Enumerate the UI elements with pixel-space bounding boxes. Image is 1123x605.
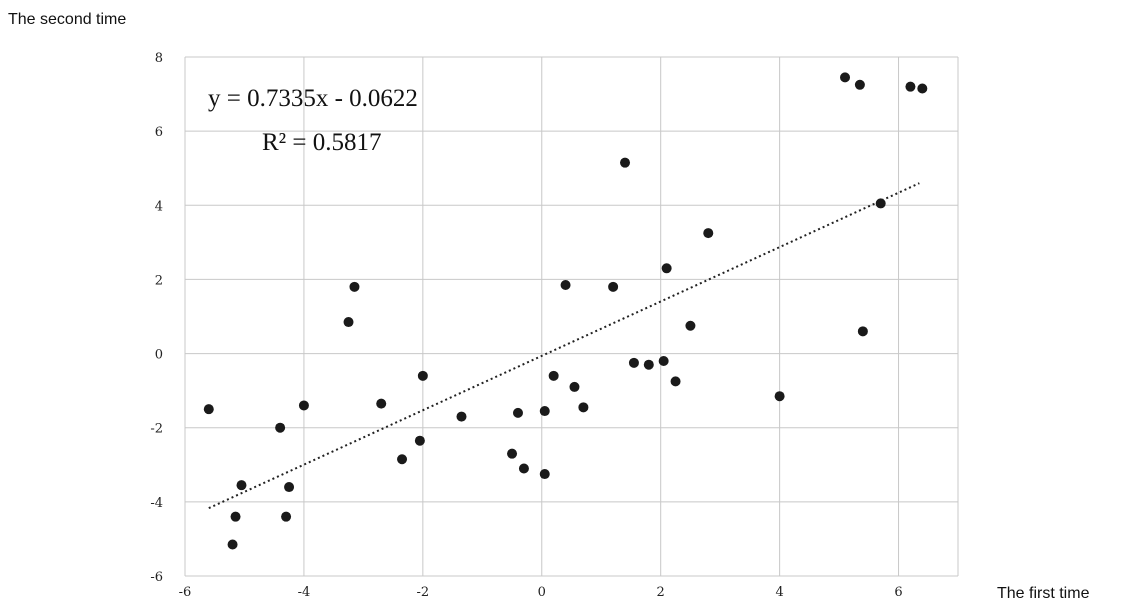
- y-tick-label: 4: [155, 199, 163, 214]
- r-squared-label: R² = 0.5817: [262, 129, 382, 156]
- data-point: [854, 79, 865, 90]
- points-layer: [203, 72, 928, 550]
- y-tick-label: 0: [155, 348, 163, 363]
- y-tick-label: -4: [150, 496, 163, 511]
- data-point: [703, 228, 714, 239]
- data-point: [917, 83, 928, 94]
- data-point: [203, 404, 214, 415]
- trendline: [208, 182, 920, 510]
- x-axis-title: The first time: [997, 585, 1090, 602]
- data-point: [376, 398, 387, 409]
- data-point: [518, 463, 529, 474]
- data-point: [857, 326, 868, 337]
- data-point: [417, 370, 428, 381]
- y-tick-label: -2: [150, 422, 163, 437]
- data-point: [349, 281, 360, 292]
- data-point: [685, 320, 696, 331]
- data-point: [658, 355, 669, 366]
- data-point: [608, 281, 619, 292]
- data-point: [298, 400, 309, 411]
- x-tick-label: 6: [894, 585, 902, 600]
- trendline-layer: [208, 182, 920, 510]
- data-point: [507, 448, 518, 459]
- data-point: [643, 359, 654, 370]
- data-point: [569, 381, 580, 392]
- data-point: [281, 511, 292, 522]
- data-point: [774, 391, 785, 402]
- data-point: [628, 357, 639, 368]
- data-point: [840, 72, 851, 83]
- x-tick-label: 2: [657, 585, 665, 600]
- data-point: [512, 407, 523, 418]
- data-point: [397, 454, 408, 465]
- data-point: [275, 422, 286, 433]
- data-point: [905, 81, 916, 92]
- data-point: [875, 198, 886, 209]
- data-point: [539, 406, 550, 417]
- y-tick-label: -6: [150, 570, 163, 585]
- x-tick-label: -2: [417, 585, 430, 600]
- y-tick-label: 6: [155, 125, 163, 140]
- data-point: [670, 376, 681, 387]
- x-tick-label: -6: [179, 585, 192, 600]
- data-point: [539, 469, 550, 480]
- trendline-equation: y = 0.7335x - 0.0622: [208, 85, 418, 112]
- data-point: [414, 435, 425, 446]
- data-point: [230, 511, 241, 522]
- y-tick-label: 8: [155, 51, 163, 66]
- y-axis-title: The second time: [8, 11, 126, 28]
- tick-labels-layer: -6 -4 -2 0 2 4 6 -6 -4 -2 0 2 4 6 8: [150, 51, 902, 600]
- data-point: [560, 279, 571, 290]
- data-point: [284, 482, 295, 493]
- data-point: [343, 317, 354, 328]
- data-point: [661, 263, 672, 274]
- x-tick-label: -4: [298, 585, 311, 600]
- data-point: [548, 370, 559, 381]
- data-point: [227, 539, 238, 550]
- y-tick-label: 2: [155, 273, 163, 288]
- x-tick-label: 4: [775, 585, 783, 600]
- data-point: [620, 157, 631, 168]
- data-point: [236, 480, 247, 491]
- data-point: [578, 402, 589, 413]
- x-tick-label: 0: [538, 585, 546, 600]
- data-point: [456, 411, 467, 422]
- grid-layer: [184, 56, 959, 577]
